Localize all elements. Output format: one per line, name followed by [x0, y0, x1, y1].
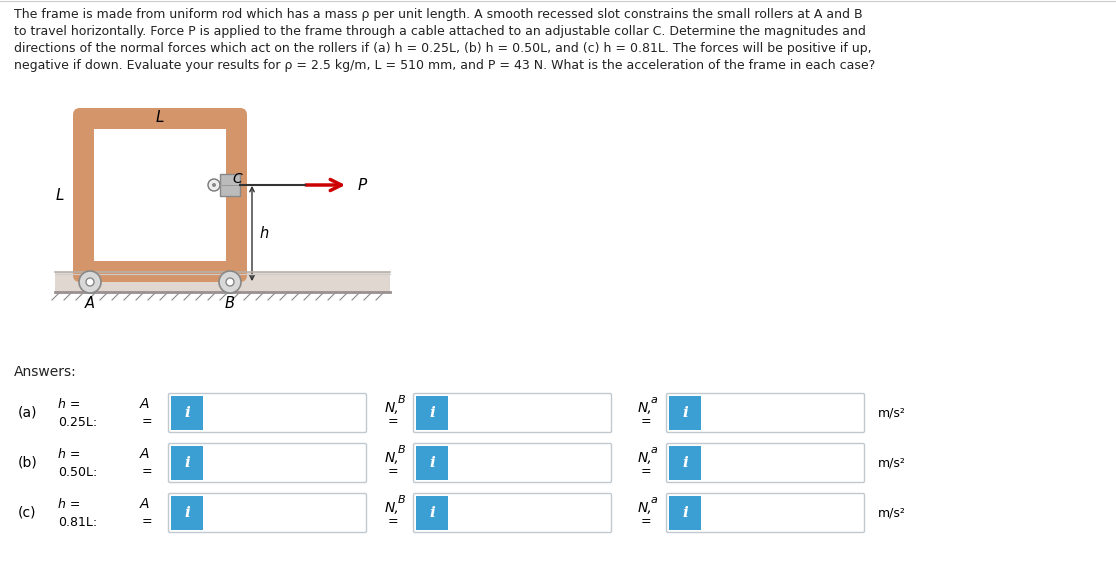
Text: =: = — [388, 466, 398, 479]
Text: =: = — [641, 466, 652, 479]
Bar — [668, 396, 701, 430]
Text: C: C — [232, 172, 242, 186]
Text: A: A — [85, 296, 95, 311]
Text: h =: h = — [58, 497, 80, 511]
Text: =: = — [388, 415, 398, 428]
Text: B: B — [398, 445, 405, 455]
FancyBboxPatch shape — [169, 394, 366, 432]
Text: i: i — [430, 406, 435, 420]
Bar — [416, 446, 448, 480]
Bar — [94, 129, 227, 261]
Bar — [668, 496, 701, 530]
Text: N,: N, — [638, 501, 653, 515]
FancyBboxPatch shape — [414, 394, 612, 432]
Text: L: L — [56, 188, 65, 202]
Text: i: i — [682, 456, 687, 470]
Text: =: = — [142, 515, 153, 528]
FancyBboxPatch shape — [169, 443, 366, 483]
FancyBboxPatch shape — [666, 443, 865, 483]
Text: (c): (c) — [18, 506, 37, 520]
Circle shape — [79, 271, 102, 293]
Text: m/s²: m/s² — [878, 507, 906, 519]
Text: negative if down. Evaluate your results for ρ = 2.5 kg/m, L = 510 mm, and P = 43: negative if down. Evaluate your results … — [15, 59, 875, 72]
Bar — [55, 272, 389, 292]
Text: m/s²: m/s² — [878, 407, 906, 419]
Text: A: A — [140, 497, 150, 511]
Text: Answers:: Answers: — [15, 365, 77, 379]
Text: A: A — [140, 397, 150, 411]
Bar — [171, 446, 203, 480]
FancyBboxPatch shape — [73, 108, 247, 282]
Text: N,: N, — [638, 401, 653, 415]
Text: N,: N, — [385, 501, 400, 515]
FancyBboxPatch shape — [414, 494, 612, 532]
Text: h =: h = — [58, 448, 80, 460]
FancyBboxPatch shape — [666, 394, 865, 432]
Text: N,: N, — [638, 451, 653, 465]
Text: =: = — [142, 415, 153, 428]
Circle shape — [219, 271, 241, 293]
Text: =: = — [641, 515, 652, 528]
Text: a: a — [651, 395, 657, 405]
Text: B: B — [225, 296, 235, 311]
Text: to travel horizontally. Force P is applied to the frame through a cable attached: to travel horizontally. Force P is appli… — [15, 25, 866, 38]
Text: 0.50L:: 0.50L: — [58, 466, 97, 479]
Circle shape — [86, 278, 94, 286]
Text: P: P — [358, 177, 367, 192]
Circle shape — [212, 183, 217, 187]
Text: i: i — [682, 406, 687, 420]
Bar — [416, 496, 448, 530]
FancyBboxPatch shape — [414, 443, 612, 483]
Text: 0.81L:: 0.81L: — [58, 515, 97, 528]
FancyBboxPatch shape — [169, 494, 366, 532]
Text: directions of the normal forces which act on the rollers if (a) h = 0.25L, (b) h: directions of the normal forces which ac… — [15, 42, 872, 55]
Bar — [171, 396, 203, 430]
Circle shape — [227, 278, 234, 286]
Text: h: h — [259, 226, 268, 241]
Text: N,: N, — [385, 451, 400, 465]
Bar — [416, 396, 448, 430]
Text: a: a — [651, 495, 657, 505]
Text: N,: N, — [385, 401, 400, 415]
Text: The frame is made from uniform rod which has a mass ρ per unit length. A smooth : The frame is made from uniform rod which… — [15, 8, 863, 21]
Bar — [668, 446, 701, 480]
Bar — [171, 496, 203, 530]
Text: i: i — [682, 506, 687, 520]
Bar — [220, 174, 240, 196]
Text: (b): (b) — [18, 456, 38, 470]
Text: i: i — [184, 406, 190, 420]
FancyBboxPatch shape — [666, 494, 865, 532]
Text: L: L — [156, 110, 164, 125]
Text: i: i — [184, 506, 190, 520]
Text: i: i — [430, 456, 435, 470]
Circle shape — [208, 179, 220, 191]
Text: =: = — [142, 466, 153, 479]
Text: A: A — [140, 447, 150, 461]
Text: =: = — [641, 415, 652, 428]
Text: (a): (a) — [18, 406, 38, 420]
Text: 0.25L:: 0.25L: — [58, 415, 97, 428]
Text: i: i — [430, 506, 435, 520]
Text: B: B — [398, 495, 405, 505]
Text: a: a — [651, 445, 657, 455]
Text: =: = — [388, 515, 398, 528]
Text: m/s²: m/s² — [878, 456, 906, 470]
Text: i: i — [184, 456, 190, 470]
Text: h =: h = — [58, 397, 80, 411]
Text: B: B — [398, 395, 405, 405]
